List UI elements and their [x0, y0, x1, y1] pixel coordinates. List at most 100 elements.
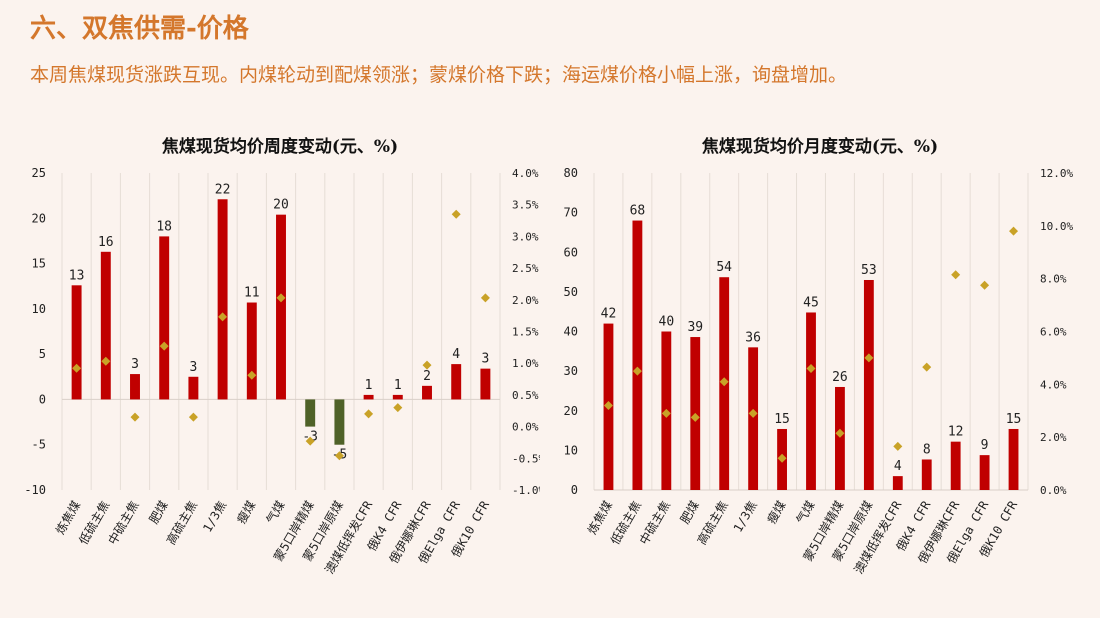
bar — [71, 285, 82, 400]
x-tick-label: 1/3焦 — [731, 499, 760, 535]
y2-tick-label: 1.5% — [512, 326, 539, 339]
data-label: 4 — [452, 347, 460, 362]
y2-tick-label: 12.0% — [1040, 167, 1073, 180]
data-label: 3 — [481, 352, 489, 367]
pct-marker — [922, 362, 932, 372]
y-tick-label: 0 — [39, 392, 46, 406]
data-label: 4 — [894, 459, 902, 474]
y2-tick-label: 0.5% — [512, 389, 539, 402]
y-tick-label: 15 — [32, 257, 46, 271]
x-tick-label: 气煤 — [793, 498, 818, 526]
bar — [159, 236, 170, 400]
data-label: 3 — [189, 360, 197, 375]
bar — [950, 441, 961, 490]
data-label: 1 — [365, 378, 373, 393]
y2-tick-label: 0.0% — [1040, 484, 1067, 497]
bar — [979, 455, 990, 490]
x-tick-label: 肥煤 — [678, 499, 702, 527]
bar — [632, 220, 643, 491]
pct-marker — [632, 366, 642, 376]
data-label: 40 — [659, 315, 675, 330]
monthly-chart-svg: 0 10 20 30 40 50 60 70 80 0.0% 2.0% 4.0% 6.0% 8.0% 10.… — [564, 166, 1074, 576]
pct-marker — [188, 412, 198, 422]
x-tick-label: 气煤 — [263, 498, 288, 526]
bar — [276, 214, 286, 400]
bar — [835, 386, 845, 490]
y-tick-label: 60 — [564, 245, 578, 259]
pct-marker — [661, 408, 671, 418]
bar — [100, 251, 111, 400]
monthly-chart-title: 焦煤现货均价月度变动(元、%) — [701, 137, 939, 157]
y-tick-label: 10 — [32, 302, 46, 316]
y-tick-label: 20 — [32, 211, 46, 225]
y2-tick-label: 2.5% — [512, 262, 539, 275]
y2-tick-label: 10.0% — [1040, 220, 1073, 233]
data-label: 54 — [716, 260, 732, 275]
weekly-chart: 焦煤现货均价周度变动(元、%) -10 -5 0 5 10 15 20 25 -1.0% -0.5… — [20, 120, 545, 610]
bar — [892, 476, 903, 490]
y2-tick-label: -1.0% — [512, 484, 540, 497]
y2-tick-label: 8.0% — [1040, 273, 1067, 286]
y-tick-label: 30 — [564, 364, 578, 378]
x-tick-label: 瘦煤 — [233, 498, 258, 526]
y-tick-label: 70 — [564, 206, 578, 220]
pct-marker — [603, 400, 613, 410]
y-tick-label: 5 — [39, 347, 46, 361]
pct-marker — [276, 293, 286, 303]
bar — [305, 399, 316, 427]
data-label: 9 — [981, 438, 989, 453]
bar — [863, 279, 874, 490]
bar — [188, 376, 199, 400]
data-label: 26 — [832, 370, 848, 385]
x-tick-label: 瘦煤 — [764, 498, 789, 526]
pct-marker — [451, 209, 461, 219]
y-tick-label: -5 — [32, 438, 46, 452]
y2-tick-label: 3.0% — [512, 230, 539, 243]
pct-marker — [247, 370, 257, 380]
pct-marker — [1009, 226, 1019, 236]
x-tick-label: 炼焦煤 — [52, 498, 83, 537]
bar — [217, 199, 228, 400]
y-tick-label: -10 — [24, 483, 46, 497]
pct-marker — [101, 356, 111, 366]
bar — [422, 385, 432, 400]
data-label: 16 — [98, 235, 114, 250]
y2-tick-label: 4.0% — [1040, 378, 1067, 391]
y2-tick-label: 2.0% — [512, 294, 539, 307]
data-label: 8 — [923, 442, 931, 457]
bar — [451, 364, 462, 400]
bar — [392, 394, 403, 400]
y-tick-label: 40 — [564, 325, 578, 339]
data-label: 53 — [861, 263, 877, 278]
pct-marker — [305, 436, 315, 446]
x-tick-label: 炼焦煤 — [584, 498, 615, 537]
y2-tick-label: 4.0% — [512, 167, 539, 180]
pct-marker — [777, 453, 787, 463]
bar — [748, 347, 759, 490]
y2-tick-label: 3.5% — [512, 199, 539, 212]
data-label: 22 — [215, 182, 231, 197]
pct-marker — [893, 441, 903, 451]
pct-marker — [748, 408, 758, 418]
weekly-chart-title: 焦煤现货均价周度变动(元、%) — [161, 137, 399, 157]
data-label: 18 — [156, 219, 172, 234]
pct-marker — [393, 403, 403, 413]
pct-marker — [864, 353, 874, 363]
y2-tick-label: -0.5% — [512, 452, 540, 465]
pct-marker — [334, 451, 344, 461]
bar — [363, 394, 374, 400]
pct-marker — [480, 293, 490, 303]
y2-tick-label: 1.0% — [512, 357, 539, 370]
page-subtitle: 本周焦煤现货涨跌互现。内煤轮动到配煤领涨；蒙煤价格下跌；海运煤价格小幅上涨，询盘… — [30, 64, 848, 86]
y-tick-label: 25 — [32, 166, 46, 180]
x-tick-label: 肥煤 — [147, 499, 171, 527]
pct-marker — [951, 270, 961, 280]
data-label: 15 — [1006, 412, 1022, 427]
y-tick-label: 80 — [564, 166, 578, 180]
bar — [480, 368, 491, 400]
pct-marker — [719, 377, 729, 387]
data-label: 68 — [630, 204, 646, 219]
pct-marker — [364, 409, 374, 419]
bar — [334, 399, 345, 445]
data-label: 20 — [273, 198, 289, 213]
